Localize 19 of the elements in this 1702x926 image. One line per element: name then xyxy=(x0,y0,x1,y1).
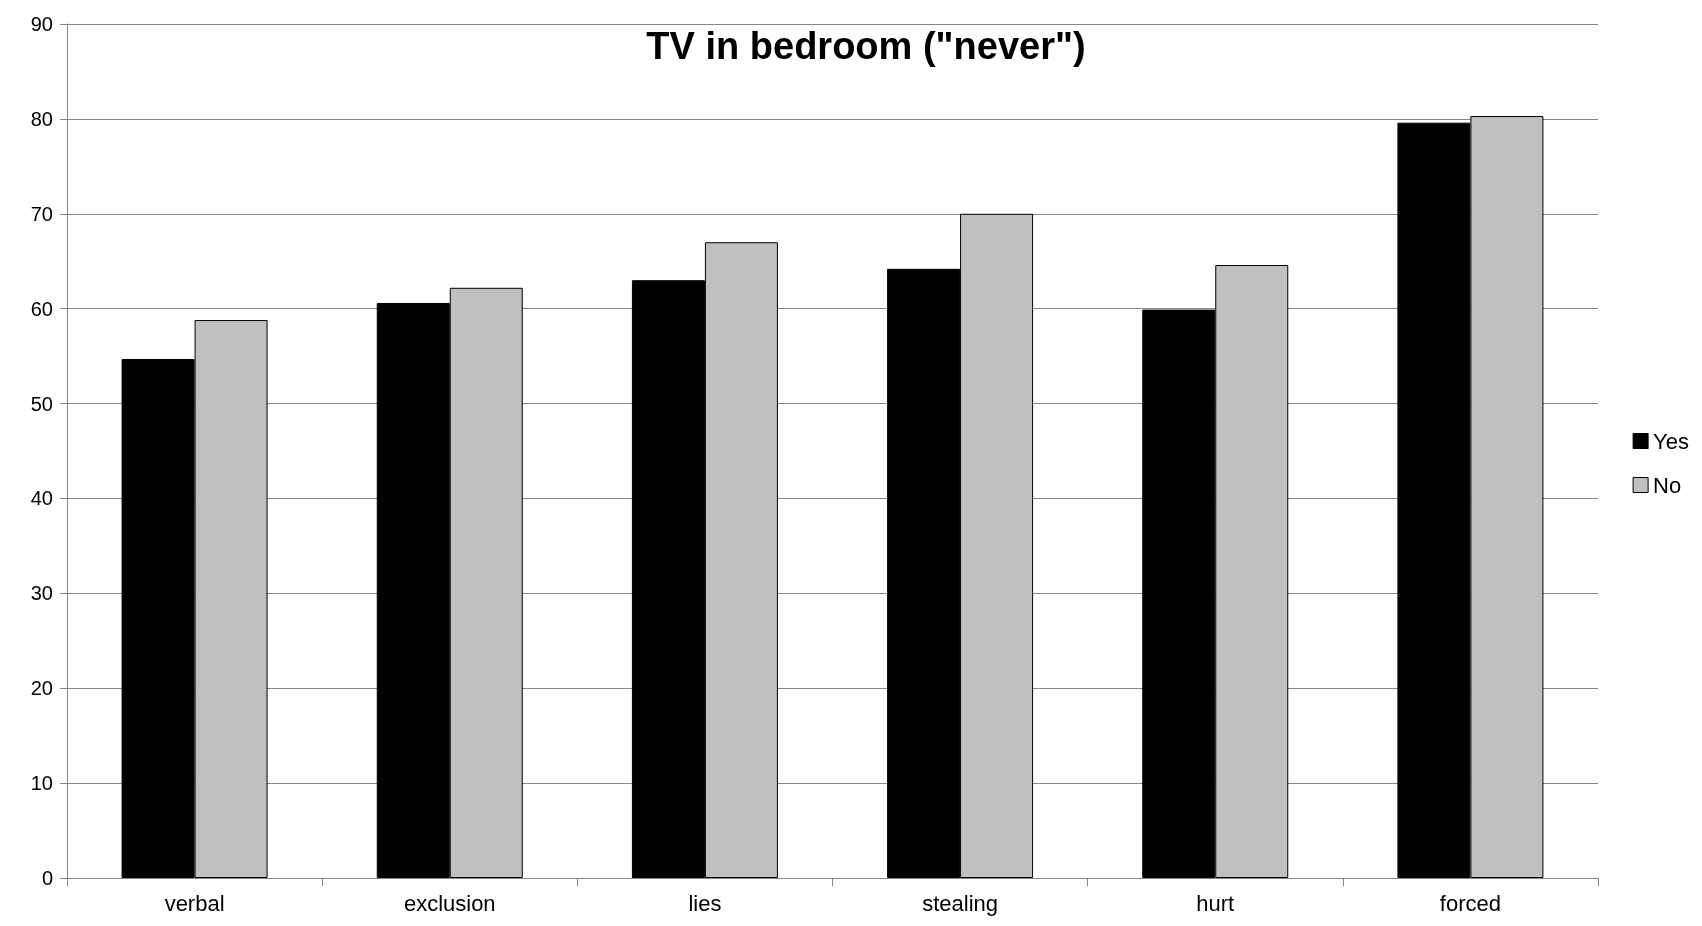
y-tick-label: 30 xyxy=(30,582,53,605)
y-tick-label: 80 xyxy=(30,107,53,130)
y-tick-label: 60 xyxy=(30,297,53,320)
y-tick-label: 20 xyxy=(30,677,53,700)
chart-title: TV in bedroom ("never") xyxy=(646,25,1086,67)
x-tick-label: exclusion xyxy=(403,890,496,916)
x-tick-label: hurt xyxy=(1196,890,1235,916)
y-tick-label: 0 xyxy=(41,867,53,889)
y-tick-label: 70 xyxy=(30,202,53,225)
x-tick-label: verbal xyxy=(164,890,225,916)
y-tick-label: 40 xyxy=(30,487,53,510)
x-tick-label: lies xyxy=(688,890,722,916)
y-tick-label: 50 xyxy=(30,392,53,415)
legend-label: Yes xyxy=(1653,428,1689,454)
y-tick-label: 10 xyxy=(30,772,53,795)
y-tick-label: 90 xyxy=(30,13,53,35)
x-tick-label: stealing xyxy=(922,890,999,916)
legend-label: No xyxy=(1653,472,1682,498)
x-tick-label: forced xyxy=(1439,890,1501,916)
